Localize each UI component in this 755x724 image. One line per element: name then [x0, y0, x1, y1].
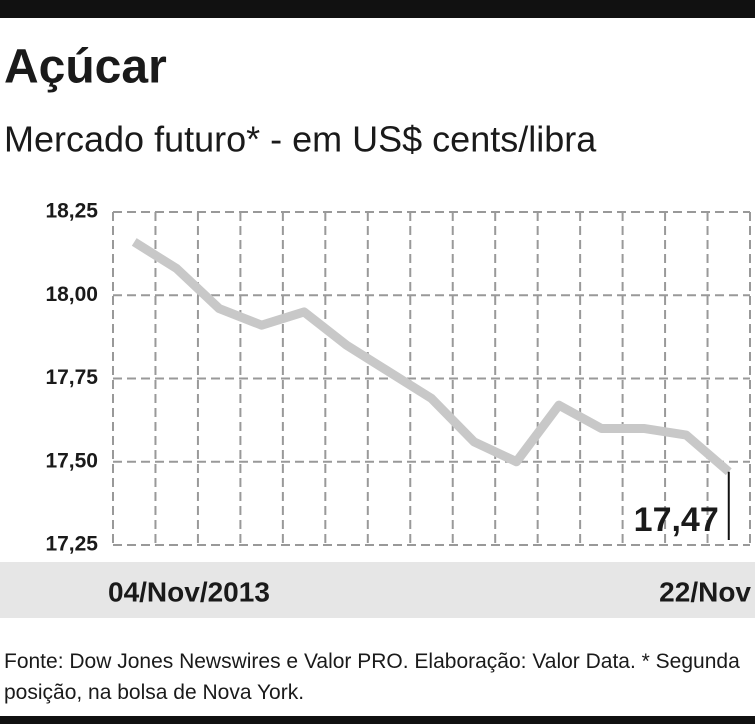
value-label: 17,47	[634, 501, 719, 539]
chart-title: Açúcar	[4, 41, 167, 94]
plot-area: 18,25 18,00 17,75 17,50 17,25 17,47 04/Nov/201…	[45, 200, 751, 608]
x-axis-band	[0, 562, 755, 618]
chart-subtitle: Mercado futuro* - em US$ cents/libra	[4, 119, 597, 160]
bottom-bar	[0, 716, 755, 724]
x-tick-label: 22/Nov	[659, 576, 751, 607]
y-tick-label: 17,25	[45, 533, 98, 556]
top-bar	[0, 0, 755, 18]
data-line	[131, 238, 732, 476]
y-tick-label: 17,75	[45, 366, 98, 389]
source-note: Fonte: Dow Jones Newswires e Valor PRO. …	[4, 650, 740, 704]
y-tick-label: 18,25	[45, 200, 98, 223]
x-tick-label: 04/Nov/2013	[108, 576, 270, 607]
y-tick-label: 17,50	[45, 449, 98, 472]
y-tick-label: 18,00	[45, 283, 98, 306]
